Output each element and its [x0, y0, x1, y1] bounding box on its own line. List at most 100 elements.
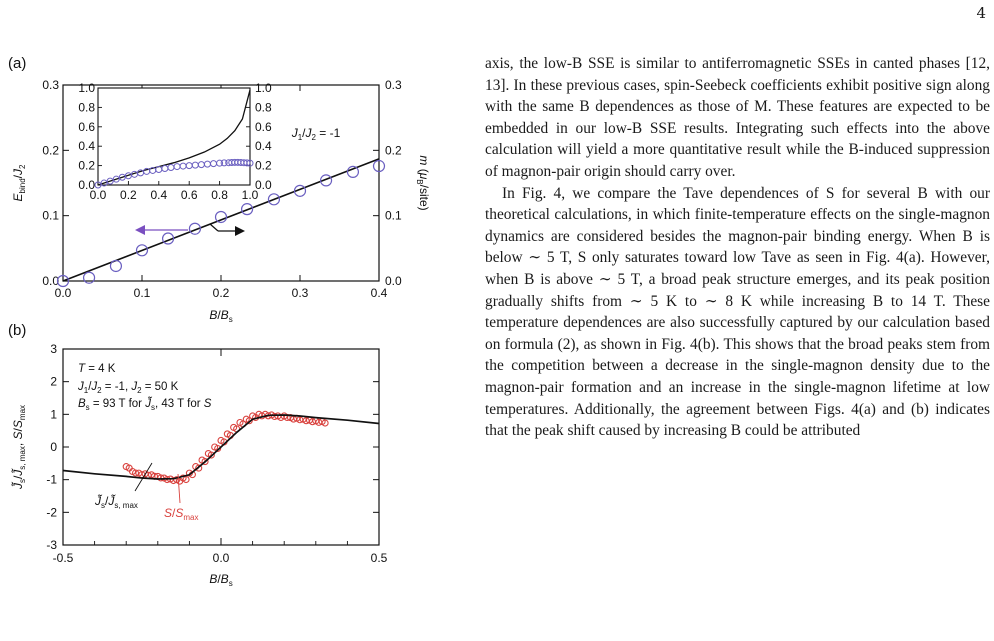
inset-y-tick-label: 0.2	[78, 159, 95, 173]
y-right-tick-label: 0.1	[385, 209, 402, 223]
s-data-point	[157, 474, 165, 482]
data-point	[135, 244, 149, 257]
y-right-tick-label: 0.0	[385, 274, 402, 288]
s-data-point	[201, 458, 209, 466]
inset-frame	[97, 87, 251, 186]
inset-data-point	[94, 181, 102, 189]
panel-b-annotation-T: T = 4 K	[78, 363, 116, 375]
y-tick-label: 3	[50, 342, 57, 356]
inset-y-tick-label: 0.0	[78, 178, 95, 192]
data-point	[372, 159, 386, 173]
x-tick-label: 0.3	[292, 286, 309, 300]
data-point	[293, 184, 307, 197]
data-point	[346, 165, 360, 178]
inset-x-tick-label: 0.6	[181, 188, 198, 202]
x-tick-label: 0.4	[371, 286, 388, 300]
panel-a-ylabel: Ebind/J2	[11, 164, 27, 201]
inset-y-right-tick-label: 0.2	[255, 159, 272, 173]
series-label-js: J̃s/J̃s, max	[94, 493, 138, 510]
y-tick-label: 0.0	[42, 274, 59, 288]
panel-a-ticks: 0.0 0.1 0.2 0.3 0.40.00.10.20.30.00.10.20.3	[42, 78, 402, 300]
panel-b-xlabel: B/Bs	[209, 572, 232, 588]
inset-line	[97, 89, 251, 186]
panel-a-label: (a)	[8, 55, 26, 72]
page-number: 4	[976, 4, 986, 22]
inset-y-right-tick-label: 0.8	[255, 100, 272, 114]
s-data-point	[321, 419, 329, 427]
inset-data	[94, 89, 254, 189]
right-arrow-icon	[209, 223, 245, 236]
y-tick-label: 1	[50, 407, 57, 421]
inset-data-point	[112, 175, 120, 183]
panel-b-data	[62, 410, 380, 485]
s-data-point	[214, 444, 222, 453]
series-label-s: S/Smax	[164, 506, 199, 522]
y-tick-label: 0.1	[42, 209, 59, 223]
data-point	[82, 271, 96, 284]
s-data-point	[131, 469, 140, 477]
data-point	[161, 232, 175, 245]
figure-4: (a) 0.0 0.1 0.2 0.3 0.40.00.10.20.30.00.10.2…	[8, 55, 431, 588]
y-tick-label: 0	[50, 440, 57, 454]
panel-a-data	[56, 158, 386, 288]
y-tick-label: 2	[50, 375, 57, 389]
s-data-point	[207, 451, 215, 459]
js-label-pointer	[134, 462, 153, 492]
panel-a-annotation: J1/J2 = -1	[291, 126, 341, 142]
inset-y-right-tick-label: 0.0	[255, 178, 272, 192]
panel-a: (a) 0.0 0.1 0.2 0.3 0.40.00.10.20.30.00.10.2…	[8, 55, 431, 324]
inset-x-tick-label: 0.4	[150, 188, 167, 202]
inset-data-point	[106, 177, 114, 185]
data-point	[56, 274, 70, 288]
paragraph-1: axis, the low-B SSE is similar to antife…	[485, 55, 990, 180]
inset-y-tick-label: 0.6	[78, 120, 95, 134]
s-data-point	[245, 417, 253, 425]
inset-ticks: 0.0 0.2 0.4 0.6 0.8 1.00.00.20.40.60.81.00.00…	[78, 81, 272, 202]
x-tick-label: 0.1	[134, 286, 151, 300]
body-text: axis, the low-B SSE is similar to antife…	[485, 53, 990, 442]
inset-data-point	[220, 159, 228, 167]
y-right-tick-label: 0.2	[385, 143, 402, 157]
data-point	[267, 193, 281, 206]
inset-y-tick-label: 1.0	[78, 81, 95, 95]
y-tick-label: -1	[46, 473, 57, 487]
panel-b-annotation-Bs: Bs = 93 T for J̃s, 43 T for S	[78, 397, 212, 412]
data-point	[240, 203, 254, 216]
data-point	[188, 222, 202, 235]
js-line	[62, 414, 380, 480]
panel-b-annotation-J: J1/J2 = -1, J2 = 50 K	[77, 381, 179, 395]
inset-x-tick-label: 1.0	[242, 188, 259, 202]
y-tick-label: 0.3	[42, 78, 59, 92]
s-data-point	[195, 464, 203, 472]
inset-x-tick-label: 0.0	[90, 188, 107, 202]
panel-a-ylabel-right: m (μB/site)	[415, 155, 431, 210]
inset-x-tick-label: 0.2	[120, 188, 137, 202]
inset-y-tick-label: 0.4	[78, 139, 95, 153]
inset-data-point	[100, 179, 108, 187]
x-tick-label: 0.0	[213, 551, 230, 565]
s-data-point	[182, 475, 190, 484]
y-tick-label: -2	[46, 505, 57, 519]
data-point	[214, 210, 228, 224]
panel-b: (b) -0.5 0.0 0.5 -3 -2 -1 0 1 2 3 B/Bs J̃s/J̃s, m…	[8, 322, 388, 588]
data-point	[109, 259, 123, 273]
left-arrow-icon	[135, 225, 188, 235]
paragraph-2: In Fig. 4, we compare the Tave dependenc…	[485, 184, 990, 440]
inset-y-right-tick-label: 0.6	[255, 120, 272, 134]
y-right-tick-label: 0.3	[385, 78, 402, 92]
inset-data-point	[246, 159, 254, 167]
panel-b-label: (b)	[8, 322, 26, 339]
inset-data-point	[216, 159, 224, 167]
x-tick-label: 0.0	[55, 286, 72, 300]
y-tick-label: 0.2	[42, 143, 59, 157]
inset-x-tick-label: 0.8	[211, 188, 228, 202]
x-tick-label: 0.2	[213, 286, 230, 300]
panel-a-inset: 0.0 0.2 0.4 0.6 0.8 1.00.00.20.40.60.81.00.00…	[78, 81, 272, 202]
inset-y-right-tick-label: 0.4	[255, 139, 272, 153]
panel-b-ticks: -0.5 0.0 0.5 -3 -2 -1 0 1 2 3	[46, 342, 387, 565]
s-label-pointer	[177, 473, 181, 504]
inset-data-point	[243, 159, 251, 167]
inset-y-tick-label: 0.8	[78, 100, 95, 114]
x-tick-label: 0.5	[371, 551, 388, 565]
y-tick-label: -3	[46, 538, 57, 552]
